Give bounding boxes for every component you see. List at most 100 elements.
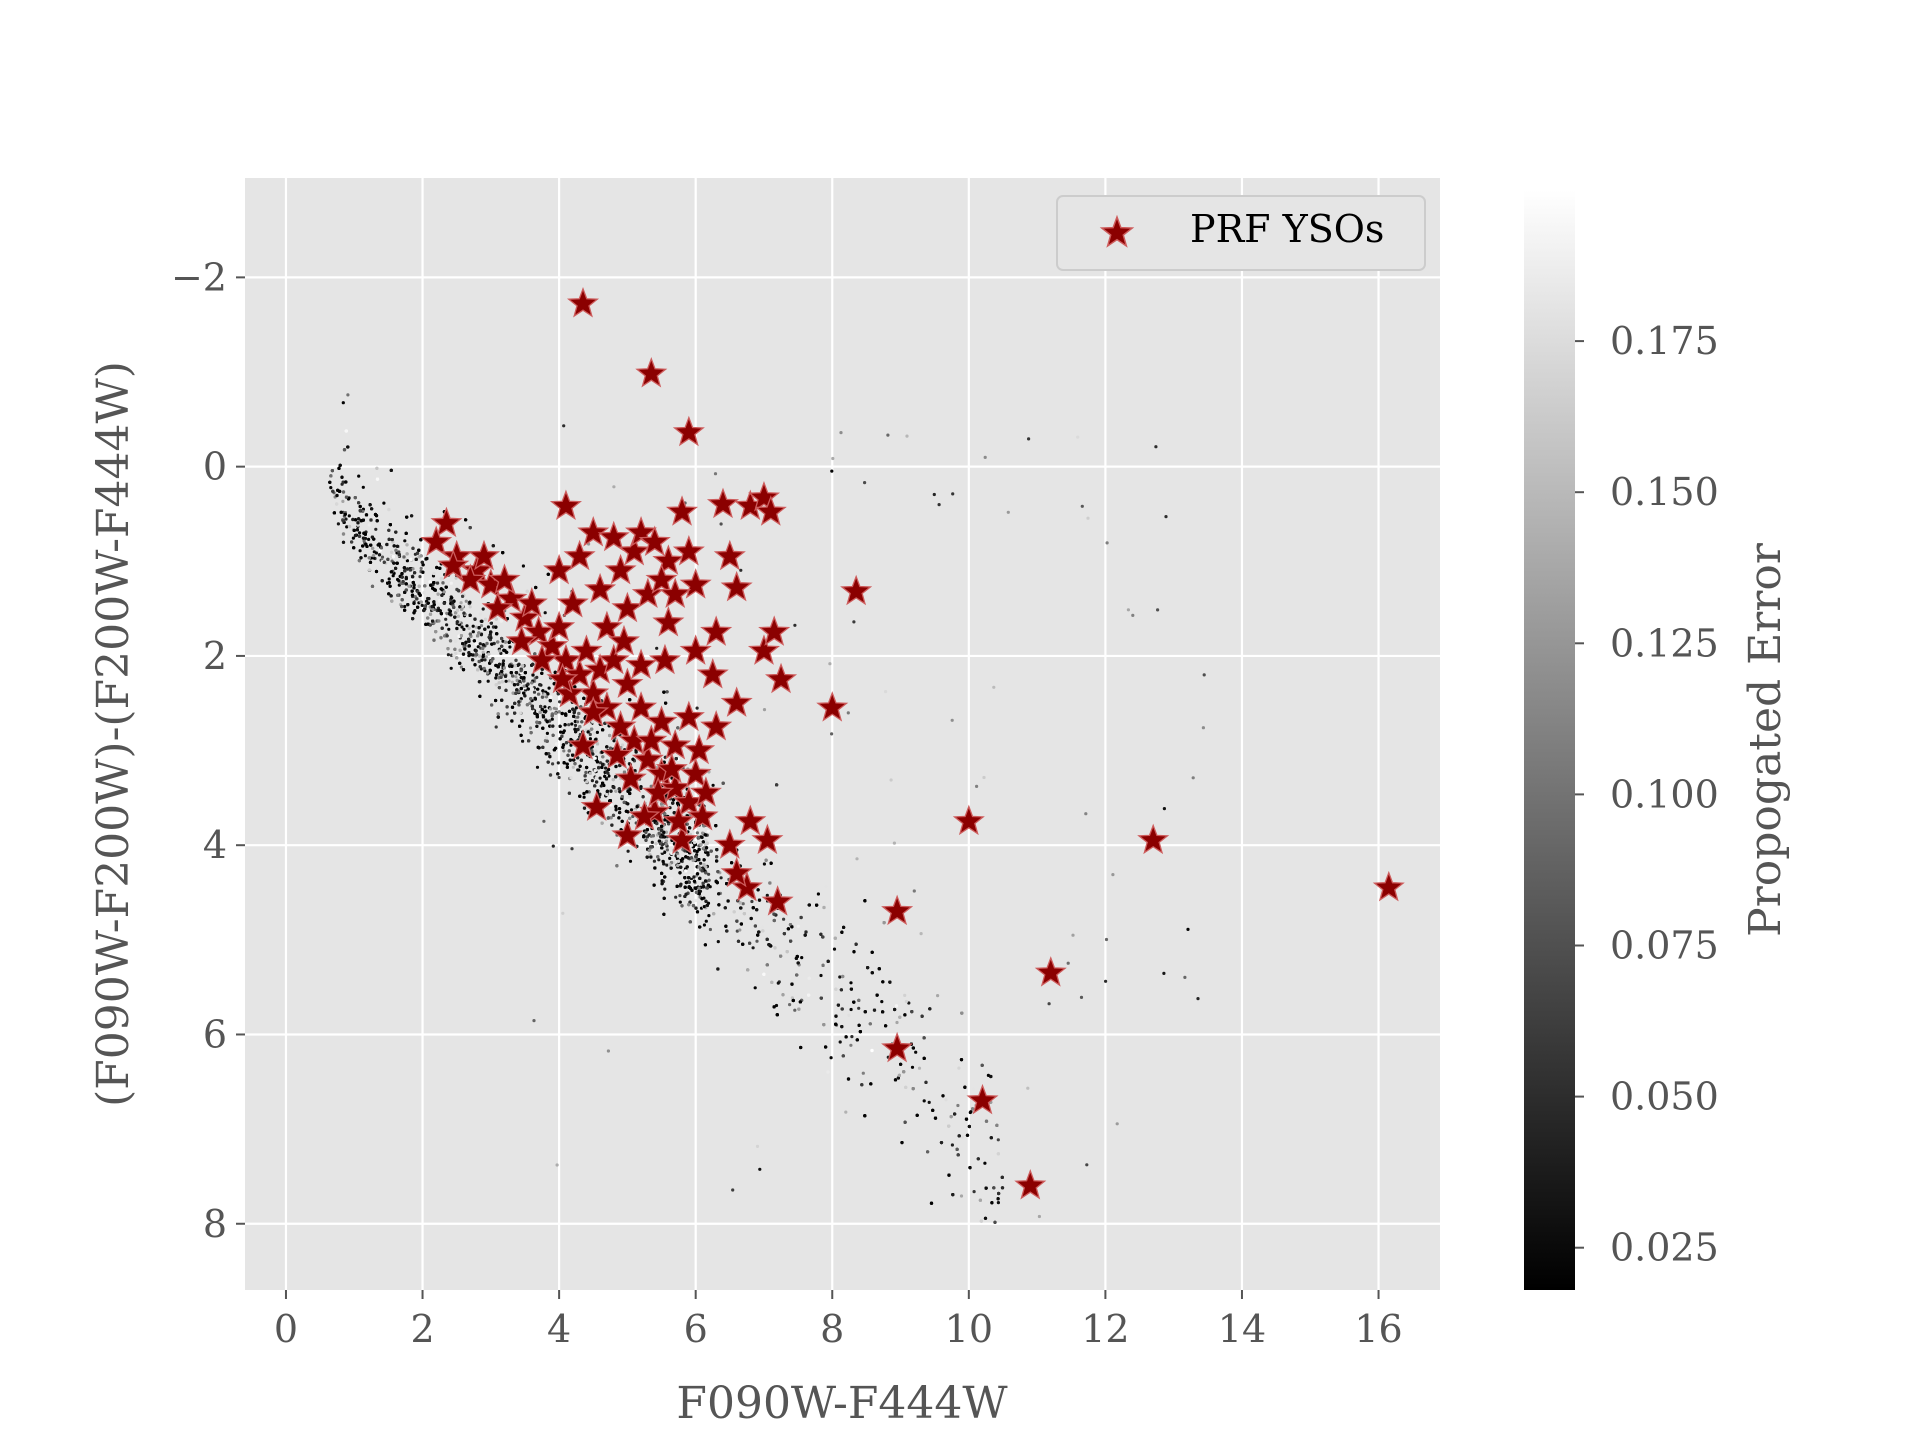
background-point	[567, 723, 570, 726]
background-point	[692, 875, 695, 878]
background-point	[971, 1107, 974, 1110]
background-point	[660, 850, 663, 853]
background-point	[389, 585, 392, 588]
background-point	[654, 842, 657, 845]
background-point	[645, 794, 648, 797]
background-point	[342, 541, 345, 544]
background-point	[483, 658, 486, 661]
background-point	[345, 525, 348, 528]
background-point	[783, 932, 786, 935]
background-point	[903, 1013, 906, 1016]
background-point	[598, 793, 601, 796]
background-point	[540, 672, 543, 675]
background-point	[566, 763, 569, 766]
background-point	[699, 862, 702, 865]
background-point	[612, 739, 615, 742]
background-point	[671, 802, 674, 805]
background-point	[615, 808, 618, 811]
background-point	[997, 1138, 1000, 1141]
background-point	[966, 1134, 969, 1137]
background-point	[590, 728, 593, 731]
background-point	[833, 948, 836, 951]
background-point	[608, 734, 611, 737]
background-point	[515, 671, 518, 674]
background-point	[660, 872, 663, 875]
background-point	[697, 836, 700, 839]
background-point	[559, 737, 562, 740]
background-point	[748, 942, 751, 945]
background-point	[684, 855, 687, 858]
background-point	[406, 552, 409, 555]
background-point	[513, 683, 516, 686]
background-point	[695, 891, 698, 894]
background-point	[415, 558, 418, 561]
background-point	[558, 776, 561, 779]
background-point	[850, 1008, 853, 1011]
background-point	[722, 782, 725, 785]
background-point	[510, 719, 513, 722]
background-point	[895, 1004, 898, 1007]
background-point	[485, 655, 488, 658]
background-point	[860, 1083, 863, 1086]
background-point	[580, 720, 583, 723]
background-point	[520, 687, 523, 690]
background-point	[757, 930, 760, 933]
background-point	[402, 555, 405, 558]
background-point	[804, 930, 807, 933]
background-point	[522, 679, 525, 682]
background-point	[990, 1136, 993, 1139]
background-point	[485, 642, 488, 645]
background-point	[644, 839, 647, 842]
background-point	[346, 445, 349, 448]
background-point	[707, 830, 710, 833]
background-point	[577, 712, 580, 715]
background-point	[412, 581, 415, 584]
background-point	[551, 725, 554, 728]
background-point	[381, 556, 384, 559]
background-point	[642, 835, 645, 838]
background-point	[557, 761, 560, 764]
background-point	[928, 1101, 931, 1104]
background-point	[808, 977, 811, 980]
background-point	[869, 1082, 872, 1085]
background-point	[500, 645, 503, 648]
background-point	[539, 705, 542, 708]
background-point	[597, 766, 600, 769]
background-point	[516, 683, 519, 686]
background-point	[997, 1152, 1000, 1155]
background-point	[465, 624, 468, 627]
background-point	[651, 841, 654, 844]
background-point	[856, 1038, 859, 1041]
background-point	[589, 772, 592, 775]
background-point	[858, 1024, 861, 1027]
background-point	[496, 640, 499, 643]
background-point	[819, 933, 822, 936]
background-point	[660, 846, 663, 849]
background-point	[618, 790, 621, 793]
background-point	[445, 586, 448, 589]
background-point	[755, 908, 758, 911]
background-point	[407, 585, 410, 588]
background-point	[610, 824, 613, 827]
background-point	[596, 742, 599, 745]
background-point	[487, 680, 490, 683]
background-point	[460, 601, 463, 604]
background-point	[607, 816, 610, 819]
background-point	[471, 658, 474, 661]
background-point	[501, 680, 504, 683]
background-point	[657, 858, 660, 861]
background-point	[575, 706, 578, 709]
background-point	[924, 1081, 927, 1084]
background-point	[660, 829, 663, 832]
background-point	[893, 1008, 896, 1011]
background-point	[618, 807, 621, 810]
background-point	[406, 567, 409, 570]
background-point	[450, 667, 453, 670]
background-point	[923, 1099, 926, 1102]
background-point	[417, 549, 420, 552]
background-point	[445, 623, 448, 626]
background-point	[521, 740, 524, 743]
background-point	[350, 540, 353, 543]
background-point	[555, 707, 558, 710]
background-point	[576, 716, 579, 719]
